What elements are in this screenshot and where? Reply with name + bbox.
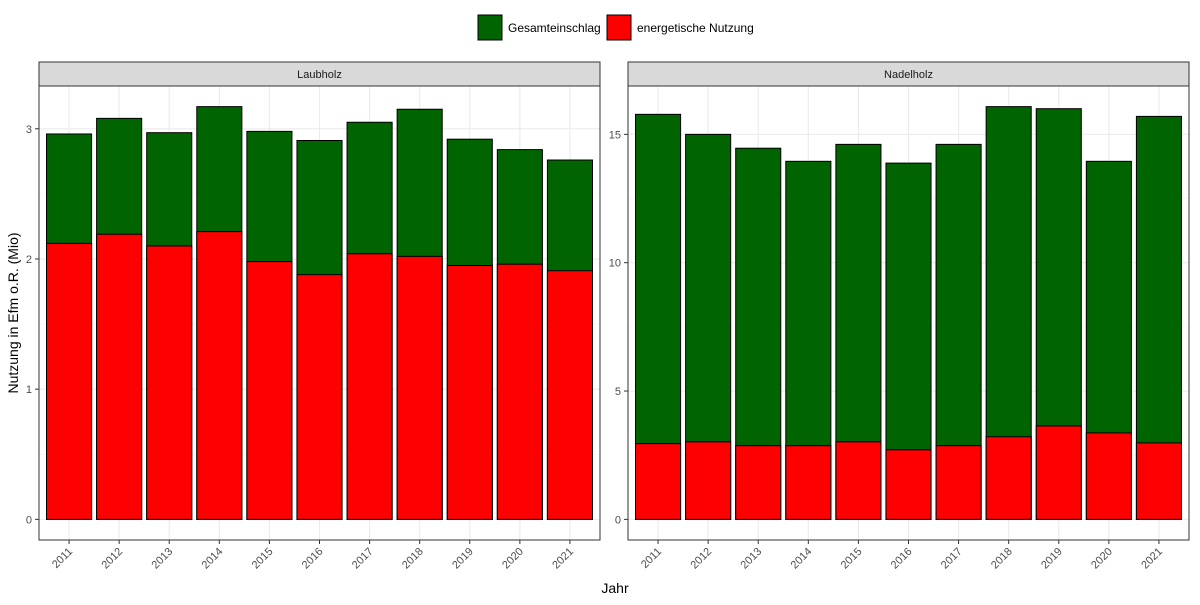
bar-energetische-nutzung-2016 bbox=[885, 449, 932, 520]
y-tick-label: 0 bbox=[26, 514, 32, 526]
bar-energetische-nutzung-2013 bbox=[146, 245, 193, 520]
bar-energetische-nutzung-2011 bbox=[635, 443, 682, 520]
y-tick-label: 0 bbox=[615, 514, 621, 526]
legend: Gesamteinschlag energetische Nutzung bbox=[477, 14, 754, 41]
bar-energetische-nutzung-2017 bbox=[935, 445, 982, 520]
x-tick-label: 2016 bbox=[300, 546, 326, 572]
facet-title: Laubholz bbox=[297, 69, 342, 81]
bar-energetische-nutzung-2014 bbox=[785, 445, 832, 520]
y-tick-label: 2 bbox=[26, 254, 32, 266]
legend-key-gesamteinschlag bbox=[477, 14, 503, 41]
bar-energetische-nutzung-2020 bbox=[496, 263, 543, 520]
facet-strip bbox=[38, 61, 601, 87]
bar-energetische-nutzung-2019 bbox=[1035, 425, 1082, 520]
x-tick-label: 2015 bbox=[250, 546, 276, 572]
panel-border bbox=[38, 85, 601, 541]
facet-title: Nadelholz bbox=[884, 69, 933, 81]
bar-energetische-nutzung-2011 bbox=[46, 242, 93, 520]
bar-energetische-nutzung-2017 bbox=[346, 253, 393, 520]
panel-laubholz: Laubholz 0 1 2 3 2011 2012 2013 2014 2015 2016 2017… bbox=[26, 61, 601, 572]
x-tick-label: 2014 bbox=[200, 546, 226, 572]
legend-label-gesamteinschlag: Gesamteinschlag bbox=[508, 21, 601, 35]
x-tick-label: 2017 bbox=[939, 546, 965, 572]
x-tick-label: 2019 bbox=[450, 546, 476, 572]
y-tick-label: 1 bbox=[26, 384, 32, 396]
bar-energetische-nutzung-2018 bbox=[396, 255, 443, 520]
facet-strip bbox=[627, 61, 1190, 87]
x-tick-label: 2011 bbox=[50, 546, 75, 571]
bar-energetische-nutzung-2013 bbox=[735, 445, 782, 520]
x-tick-label: 2013 bbox=[150, 546, 176, 572]
x-tick-label: 2016 bbox=[889, 546, 915, 572]
y-tick-label: 3 bbox=[26, 124, 32, 136]
legend-label-energetische-nutzung: energetische Nutzung bbox=[637, 21, 754, 35]
bar-energetische-nutzung-2021 bbox=[546, 270, 593, 520]
x-tick-label: 2019 bbox=[1039, 546, 1065, 572]
x-tick-label: 2015 bbox=[839, 546, 865, 572]
x-axis-label: Jahr bbox=[601, 580, 629, 596]
x-tick-label: 2020 bbox=[500, 546, 526, 572]
bar-energetische-nutzung-2012 bbox=[685, 441, 732, 520]
x-tick-label: 2014 bbox=[789, 546, 815, 572]
x-tick-label: 2020 bbox=[1089, 546, 1115, 572]
bar-energetische-nutzung-2018 bbox=[985, 436, 1032, 520]
bar-energetische-nutzung-2019 bbox=[446, 264, 493, 520]
bar-energetische-nutzung-2020 bbox=[1085, 432, 1132, 520]
x-tick-label: 2018 bbox=[400, 546, 426, 572]
x-tick-label: 2012 bbox=[688, 546, 714, 572]
bar-energetische-nutzung-2015 bbox=[246, 261, 293, 520]
bar-energetische-nutzung-2016 bbox=[296, 274, 343, 520]
legend-key-energetische-nutzung bbox=[606, 14, 632, 41]
x-tick-label: 2017 bbox=[350, 546, 376, 572]
bar-energetische-nutzung-2015 bbox=[835, 441, 882, 520]
y-tick-label: 5 bbox=[615, 386, 621, 398]
panel-nadelholz: Nadelholz 0 5 10 15 2011 2012 2013 2014 2015 2016 2… bbox=[609, 61, 1190, 572]
y-axis-label: Nutzung in Efm o.R. (Mio) bbox=[5, 232, 21, 393]
panel-border bbox=[627, 85, 1190, 541]
bar-energetische-nutzung-2021 bbox=[1135, 442, 1182, 520]
x-tick-label: 2011 bbox=[639, 546, 664, 571]
x-tick-label: 2021 bbox=[550, 546, 576, 572]
x-tick-label: 2012 bbox=[99, 546, 125, 572]
bar-energetische-nutzung-2012 bbox=[96, 233, 143, 520]
x-tick-label: 2013 bbox=[739, 546, 765, 572]
x-tick-label: 2021 bbox=[1139, 546, 1165, 572]
y-tick-label: 10 bbox=[609, 258, 621, 270]
y-tick-label: 15 bbox=[609, 129, 621, 141]
bar-energetische-nutzung-2014 bbox=[196, 231, 243, 520]
x-tick-label: 2018 bbox=[989, 546, 1015, 572]
